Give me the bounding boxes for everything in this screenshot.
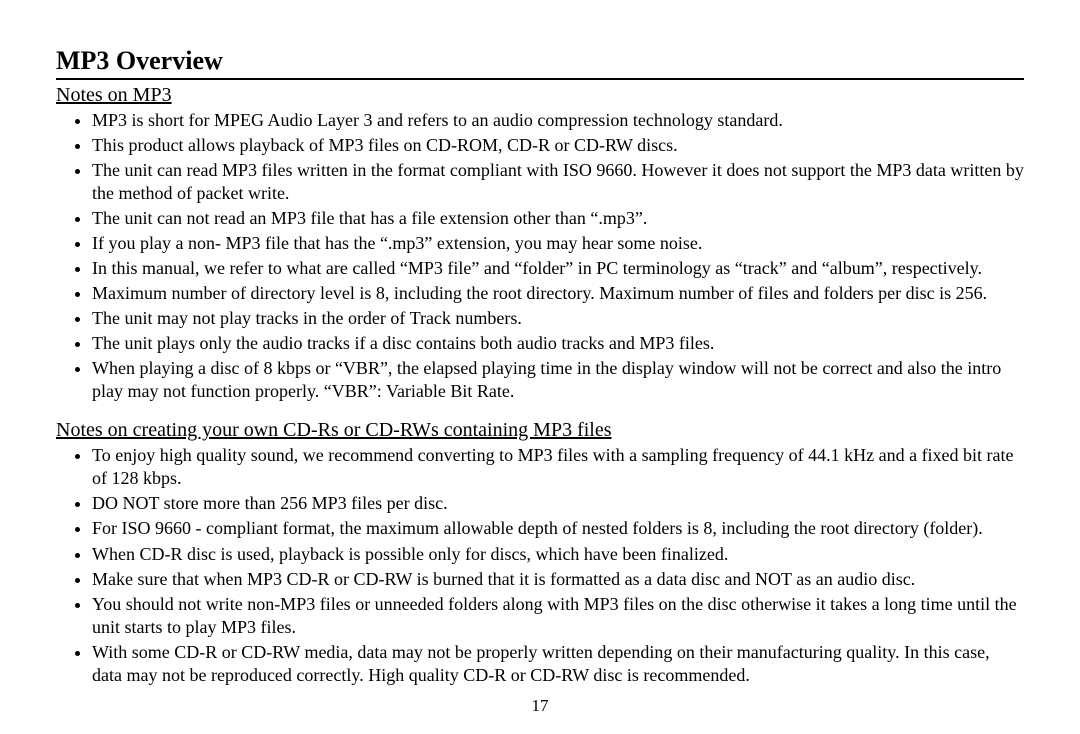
list-item: If you play a non- MP3 file that has the… [92, 232, 1024, 257]
list-item: DO NOT store more than 256 MP3 files per… [92, 492, 1024, 517]
list-item: Maximum number of directory level is 8, … [92, 282, 1024, 307]
list-item: The unit plays only the audio tracks if … [92, 332, 1024, 357]
list-item: The unit can not read an MP3 file that h… [92, 207, 1024, 232]
bullet-list-section1: MP3 is short for MPEG Audio Layer 3 and … [56, 109, 1024, 405]
section-heading-notes-on-mp3: Notes on MP3 [56, 84, 1024, 107]
list-item: The unit can read MP3 files written in t… [92, 159, 1024, 207]
list-item: This product allows playback of MP3 file… [92, 134, 1024, 159]
page-number: 17 [0, 696, 1080, 716]
list-item: With some CD-R or CD-RW media, data may … [92, 641, 1024, 689]
bullet-list-section2: To enjoy high quality sound, we recommen… [56, 444, 1024, 688]
list-item: Make sure that when MP3 CD-R or CD-RW is… [92, 568, 1024, 593]
list-item: In this manual, we refer to what are cal… [92, 257, 1024, 282]
list-item: When playing a disc of 8 kbps or “VBR”, … [92, 357, 1024, 405]
list-item: For ISO 9660 - compliant format, the max… [92, 517, 1024, 542]
list-item: You should not write non-MP3 files or un… [92, 593, 1024, 641]
list-item: MP3 is short for MPEG Audio Layer 3 and … [92, 109, 1024, 134]
list-item: When CD-R disc is used, playback is poss… [92, 543, 1024, 568]
list-item: To enjoy high quality sound, we recommen… [92, 444, 1024, 492]
section-heading-creating-cdrs: Notes on creating your own CD-Rs or CD-R… [56, 419, 1024, 442]
manual-page: MP3 Overview Notes on MP3 MP3 is short f… [0, 0, 1080, 734]
list-item: The unit may not play tracks in the orde… [92, 307, 1024, 332]
page-title: MP3 Overview [56, 46, 1024, 80]
